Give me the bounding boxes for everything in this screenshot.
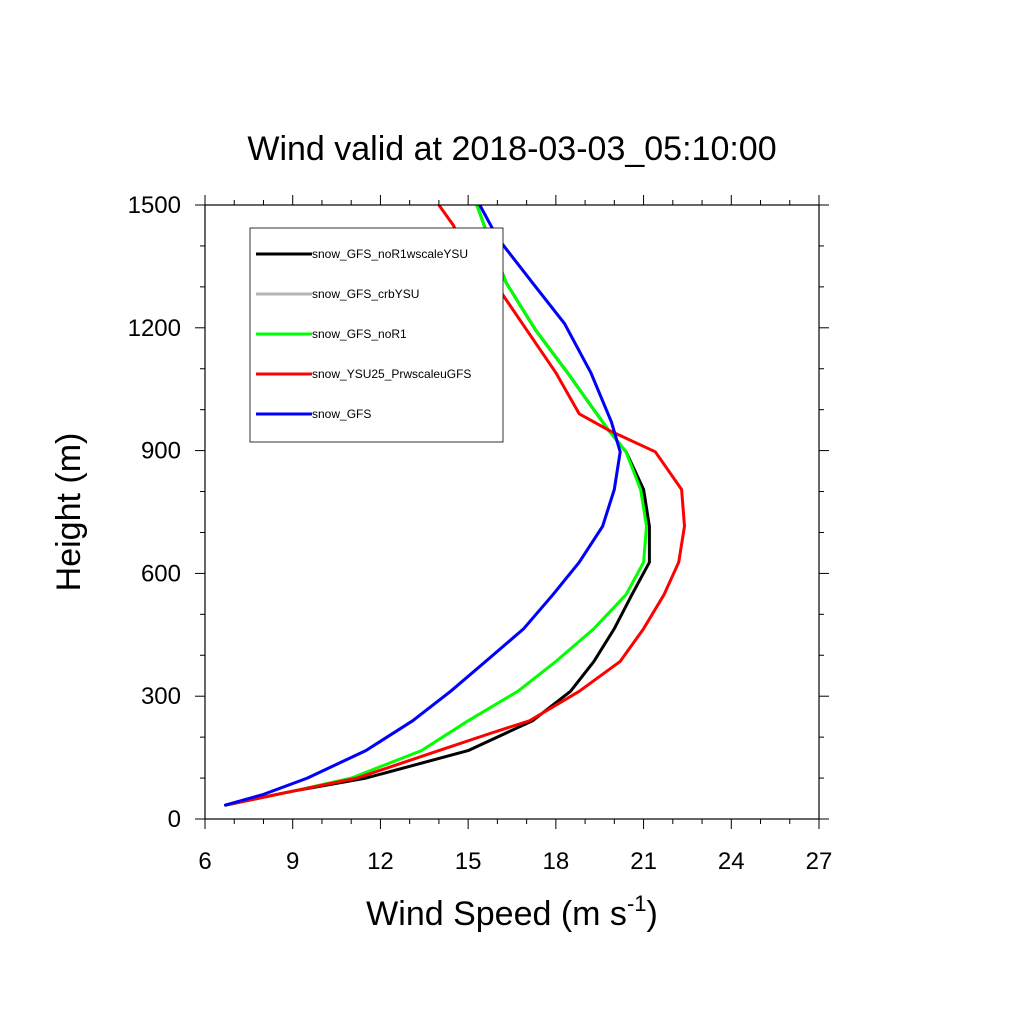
legend-label-5: snow_GFS xyxy=(312,407,371,421)
x-tick-label: 27 xyxy=(806,848,833,875)
legend-label-4: snow_YSU25_PrwscaleuGFS xyxy=(312,367,471,381)
x-axis-label-superscript: -1 xyxy=(627,891,647,916)
y-tick-label: 600 xyxy=(141,560,181,587)
x-axis-label-main: Wind Speed (m s xyxy=(366,895,627,933)
legend: snow_GFS_noR1wscaleYSU snow_GFS_crbYSUsno… xyxy=(249,227,504,443)
x-tick-label: 21 xyxy=(630,848,657,875)
x-tick-label: 24 xyxy=(718,848,745,875)
x-tick-label: 18 xyxy=(543,848,570,875)
series-layer xyxy=(224,205,686,807)
y-axis-label: Height (m) xyxy=(50,433,88,592)
x-tick-label: 6 xyxy=(198,848,211,875)
legend-label-1: snow_GFS_noR1wscaleYSU xyxy=(312,247,468,261)
legend-label-2: snow_GFS_crbYSU xyxy=(312,287,419,301)
series-line-3 xyxy=(224,205,648,807)
chart-title: Wind valid at 2018-03-03_05:10:00 xyxy=(247,130,776,168)
plot-frame xyxy=(204,204,820,820)
series-line-5 xyxy=(224,205,622,807)
y-tick-label: 900 xyxy=(141,438,181,465)
y-tick-label: 0 xyxy=(168,806,181,833)
series-line-4 xyxy=(224,205,686,807)
legend-label-3: snow_GFS_noR1 xyxy=(312,327,407,341)
y-tick-label: 300 xyxy=(141,683,181,710)
x-tick-label: 9 xyxy=(286,848,299,875)
x-tick-label: 15 xyxy=(455,848,482,875)
y-tick-label: 1200 xyxy=(128,315,181,342)
x-axis-label: Wind Speed (m s-1) xyxy=(366,891,658,933)
y-tick-label: 1500 xyxy=(128,192,181,219)
x-tick-label: 12 xyxy=(367,848,394,875)
axis-ticks: 6 9 12 15 18 21 24 27 0 300 600 900 1200 1500 xyxy=(128,192,833,875)
x-axis-label-suffix: ) xyxy=(647,895,658,933)
